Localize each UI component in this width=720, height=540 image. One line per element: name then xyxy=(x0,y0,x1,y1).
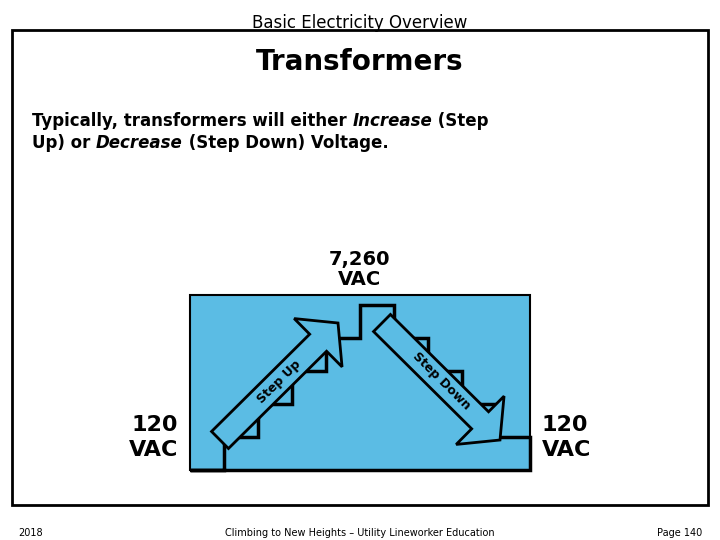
Text: Decrease: Decrease xyxy=(96,134,183,152)
Text: Typically, transformers will either: Typically, transformers will either xyxy=(32,112,353,130)
Text: Step Down: Step Down xyxy=(410,350,472,413)
Polygon shape xyxy=(190,305,530,470)
Polygon shape xyxy=(374,314,504,444)
Text: Up) or: Up) or xyxy=(32,134,96,152)
Text: 120: 120 xyxy=(132,415,178,435)
Text: 7,260: 7,260 xyxy=(329,250,391,269)
Text: Basic Electricity Overview: Basic Electricity Overview xyxy=(252,14,468,32)
Polygon shape xyxy=(212,319,342,449)
Text: Climbing to New Heights – Utility Lineworker Education: Climbing to New Heights – Utility Linewo… xyxy=(225,528,495,538)
Text: Step Up: Step Up xyxy=(255,357,303,406)
Text: VAC: VAC xyxy=(542,440,591,460)
Text: Increase: Increase xyxy=(353,112,432,130)
Text: (Step: (Step xyxy=(432,112,489,130)
Text: Transformers: Transformers xyxy=(256,48,464,76)
Text: (Step Down) Voltage.: (Step Down) Voltage. xyxy=(183,134,389,152)
Text: VAC: VAC xyxy=(129,440,178,460)
Text: Page 140: Page 140 xyxy=(657,528,702,538)
Bar xyxy=(12,30,708,505)
Text: VAC: VAC xyxy=(338,270,382,289)
Text: 120: 120 xyxy=(542,415,588,435)
Text: 2018: 2018 xyxy=(18,528,42,538)
Bar xyxy=(190,295,530,470)
